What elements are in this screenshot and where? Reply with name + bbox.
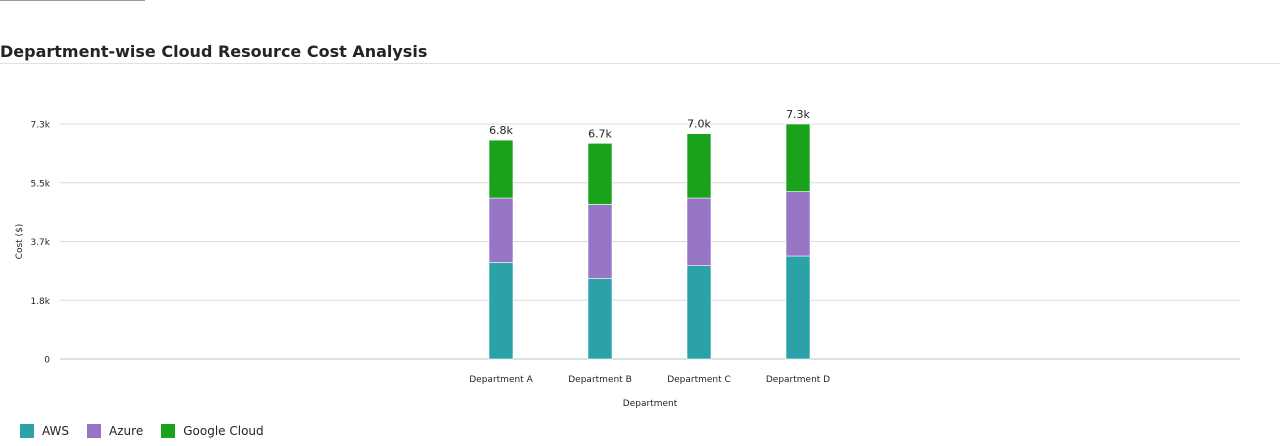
x-tick-label: Department C <box>667 375 731 385</box>
y-tick-label: 1.8k <box>30 297 50 307</box>
bar-segment-google-cloud <box>587 143 613 205</box>
x-tick-label: Department D <box>766 375 830 385</box>
bar-segment-aws <box>488 262 514 360</box>
legend-item-google-cloud[interactable]: Google Cloud <box>161 424 264 438</box>
x-tick-label: Department A <box>469 375 533 385</box>
bar-segment-aws <box>785 255 811 360</box>
legend-swatch <box>87 424 102 438</box>
bar-segment-aws <box>686 265 712 360</box>
total-label: 7.3k <box>786 108 810 121</box>
legend-item-aws[interactable]: AWS <box>20 424 69 438</box>
bar-segment-google-cloud <box>785 123 811 192</box>
top-tab-underline <box>0 0 145 1</box>
bar-segment-google-cloud <box>686 133 712 199</box>
y-tick-label: 3.7k <box>30 238 50 248</box>
bar-segment-azure <box>785 191 811 257</box>
x-tick-label: Department B <box>568 375 632 385</box>
total-label: 7.0k <box>687 118 711 131</box>
chart-title: Department-wise Cloud Resource Cost Anal… <box>0 42 428 61</box>
bar-segment-azure <box>488 197 514 263</box>
y-tick-label: 5.5k <box>30 179 50 189</box>
total-label: 6.7k <box>588 127 612 140</box>
y-tick-label: 7.3k <box>30 121 50 131</box>
x-axis-title: Department <box>623 399 678 409</box>
bar-segment-azure <box>587 204 613 279</box>
legend-label: Azure <box>109 424 144 438</box>
total-label: 6.8k <box>489 124 513 137</box>
legend-swatch <box>161 424 176 438</box>
legend-label: AWS <box>42 424 70 438</box>
legend-label: Google Cloud <box>183 424 264 438</box>
y-axis-title: Cost ($) <box>15 224 25 260</box>
bar-segment-google-cloud <box>488 139 514 199</box>
legend-swatch <box>20 424 34 438</box>
title-divider <box>0 63 1280 64</box>
y-tick-label: 0 <box>44 356 50 366</box>
bar-segment-aws <box>587 278 613 360</box>
chart-legend: AWS Azure Google Cloud <box>20 423 282 439</box>
legend-item-azure[interactable]: Azure <box>87 424 143 438</box>
bar-segment-azure <box>686 197 712 266</box>
